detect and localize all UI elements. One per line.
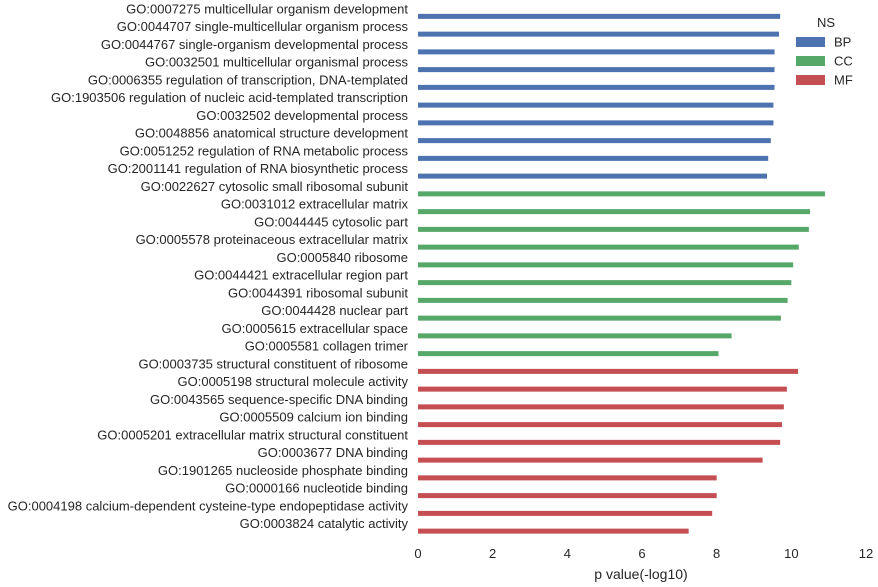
- category-labels: GO:0007275 multicellular organism develo…: [8, 1, 409, 531]
- legend: NS BP CC MF: [796, 15, 853, 88]
- bar: [418, 49, 775, 55]
- category-label: GO:2001141 regulation of RNA biosyntheti…: [108, 161, 409, 176]
- category-label: GO:0007275 multicellular organism develo…: [126, 1, 408, 16]
- bar: [418, 155, 769, 161]
- bar: [418, 333, 732, 339]
- category-label: GO:0005615 extracellular space: [222, 321, 408, 336]
- bar: [418, 120, 774, 126]
- legend-label: BP: [834, 35, 851, 50]
- bar: [418, 368, 799, 374]
- x-tick-label: 10: [784, 546, 798, 561]
- x-axis-label: p value(-log10): [594, 566, 687, 582]
- bars: [418, 13, 825, 534]
- bar: [418, 315, 781, 321]
- bar: [418, 84, 775, 90]
- category-label: GO:0044445 cytosolic part: [254, 214, 408, 229]
- bar: [418, 528, 689, 534]
- x-tick-label: 6: [638, 546, 645, 561]
- category-label: GO:0031012 extracellular matrix: [221, 197, 409, 212]
- bar: [418, 351, 719, 357]
- x-tick-label: 12: [859, 546, 873, 561]
- bar: [418, 102, 774, 108]
- category-label: GO:0005581 collagen trimer: [245, 339, 409, 354]
- category-label: GO:0044767 single-organism developmental…: [101, 37, 409, 52]
- bar: [418, 297, 788, 303]
- category-label: GO:0032501 multicellular organismal proc…: [145, 55, 409, 70]
- category-label: GO:0043565 sequence-specific DNA binding: [150, 392, 408, 407]
- x-tick-label: 8: [713, 546, 720, 561]
- x-tick-label: 2: [489, 546, 496, 561]
- bar: [418, 244, 799, 250]
- category-label: GO:0003677 DNA binding: [258, 445, 408, 460]
- legend-swatch: [796, 37, 825, 47]
- category-label: GO:0006355 regulation of transcription, …: [88, 72, 408, 87]
- category-label: GO:1903506 regulation of nucleic acid-te…: [51, 90, 408, 105]
- category-label: GO:0005198 structural molecule activity: [178, 374, 409, 389]
- bar: [418, 510, 713, 516]
- bar: [418, 173, 768, 179]
- x-tick-label: 0: [414, 546, 421, 561]
- bar: [418, 404, 784, 410]
- bar: [418, 457, 763, 463]
- category-label: GO:0044428 nuclear part: [261, 303, 408, 318]
- category-label: GO:0005578 proteinaceous extracellular m…: [136, 232, 409, 247]
- category-label: GO:0044707 single-multicellular organism…: [117, 19, 409, 34]
- bar: [418, 493, 717, 499]
- category-label: GO:0005509 calcium ion binding: [219, 410, 408, 425]
- bar: [418, 262, 794, 268]
- category-label: GO:0044421 extracellular region part: [194, 268, 408, 283]
- bar: [418, 31, 780, 37]
- bar: [418, 138, 771, 144]
- category-label: GO:0044391 ribosomal subunit: [228, 285, 408, 300]
- legend-label: CC: [834, 54, 853, 69]
- category-label: GO:0000166 nucleotide binding: [225, 481, 408, 496]
- category-label: GO:0003735 structural constituent of rib…: [138, 356, 408, 371]
- category-label: GO:0005840 ribosome: [276, 250, 408, 265]
- bar: [418, 191, 825, 197]
- category-label: GO:0051252 regulation of RNA metabolic p…: [120, 143, 409, 158]
- x-axis-ticks: 0 2 4 6 8 10 12: [414, 546, 873, 561]
- category-label: GO:0048856 anatomical structure developm…: [135, 126, 409, 141]
- category-label: GO:0003824 catalytic activity: [240, 516, 409, 531]
- bar: [418, 475, 717, 481]
- bar: [418, 439, 781, 445]
- category-label: GO:0005201 extracellular matrix structur…: [97, 427, 408, 442]
- bar: [418, 386, 787, 392]
- bar: [418, 209, 810, 215]
- bar: [418, 67, 775, 73]
- category-label: GO:1901265 nucleoside phosphate binding: [158, 463, 408, 478]
- category-label: GO:0032502 developmental process: [196, 108, 408, 123]
- bar: [418, 226, 809, 232]
- bar: [418, 280, 792, 286]
- x-tick-label: 4: [564, 546, 571, 561]
- category-label: GO:0004198 calcium-dependent cysteine-ty…: [8, 498, 409, 513]
- category-label: GO:0022627 cytosolic small ribosomal sub…: [141, 179, 409, 194]
- bar: [418, 422, 782, 428]
- legend-title: NS: [817, 15, 835, 30]
- legend-swatch: [796, 75, 825, 85]
- bar: [418, 13, 781, 19]
- legend-swatch: [796, 56, 825, 66]
- legend-label: MF: [834, 73, 853, 88]
